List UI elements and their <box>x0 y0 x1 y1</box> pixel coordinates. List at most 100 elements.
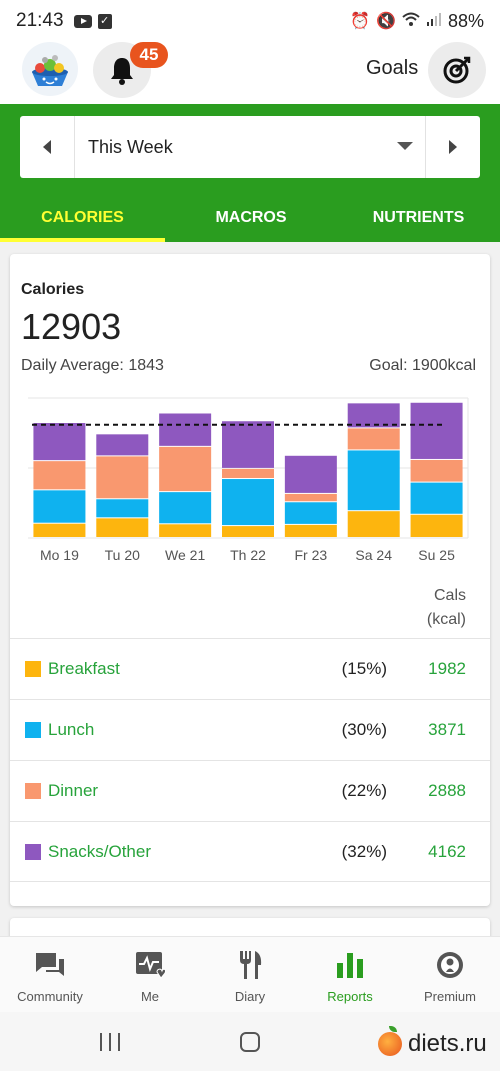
card-title: Calories <box>21 281 85 298</box>
legend-swatch <box>25 843 41 860</box>
period-selector: This Week <box>20 116 480 178</box>
nav-community[interactable]: Community <box>0 937 100 1012</box>
period-dropdown[interactable]: This Week <box>74 116 426 178</box>
target-icon <box>443 56 471 84</box>
bar-segment-snacks-other-0[interactable] <box>33 423 86 461</box>
tab-nutrients[interactable]: NUTRIENTS <box>372 209 465 226</box>
bar-segment-dinner-3[interactable] <box>222 468 274 479</box>
meal-percent: (22%) <box>341 781 387 800</box>
meal-percent: (30%) <box>341 720 387 739</box>
previous-period-button[interactable] <box>20 116 74 178</box>
bar-segment-snacks-other-4[interactable] <box>284 455 337 493</box>
meal-name: Dinner <box>48 781 99 800</box>
bar-segment-lunch-4[interactable] <box>284 502 337 524</box>
bar-segment-lunch-3[interactable] <box>222 479 274 526</box>
bar-segment-breakfast-0[interactable] <box>33 523 86 537</box>
recent-apps-button[interactable] <box>100 1033 120 1051</box>
mute-icon: 🔇 <box>376 13 396 30</box>
app-header: 45 Goals <box>0 42 500 104</box>
nav-diary[interactable]: Diary <box>200 937 300 1012</box>
bar-segment-snacks-other-2[interactable] <box>159 413 212 446</box>
meal-name: Snacks/Other <box>48 841 151 861</box>
watermark: diets.ru <box>378 1026 487 1058</box>
apple-logo-icon <box>378 1026 402 1056</box>
bar-segment-snacks-other-1[interactable] <box>96 434 149 456</box>
bar-segment-dinner-4[interactable] <box>284 493 337 502</box>
x-tick-label: We 21 <box>165 547 205 563</box>
bar-segment-breakfast-1[interactable] <box>96 518 149 537</box>
tab-macros[interactable]: MACROS <box>215 209 287 226</box>
x-tick-label: Mo 19 <box>40 547 79 563</box>
fork-knife-icon <box>240 951 262 979</box>
bar-segment-lunch-6[interactable] <box>410 482 463 514</box>
nav-label: Me <box>140 989 160 1004</box>
notification-count-badge: 45 <box>130 42 168 68</box>
home-button[interactable] <box>240 1032 260 1052</box>
meal-calories: 4162 <box>428 841 466 861</box>
bar-segment-breakfast-3[interactable] <box>222 526 274 537</box>
calorie-goal: Goal: 1900kcal <box>369 357 476 374</box>
nav-me[interactable]: Me <box>100 937 200 1012</box>
app-logo[interactable] <box>22 42 78 96</box>
meal-calories: 2888 <box>428 781 466 800</box>
bar-segment-breakfast-6[interactable] <box>410 514 463 537</box>
meal-row-dinner[interactable]: Dinner (22%) 2888 <box>10 760 490 821</box>
bar-segment-snacks-other-5[interactable] <box>347 403 400 428</box>
bar-segment-snacks-other-3[interactable] <box>222 421 274 468</box>
x-tick-label: Sa 24 <box>355 547 392 563</box>
nav-premium[interactable]: Premium <box>400 937 500 1012</box>
x-tick-label: Th 22 <box>230 547 266 563</box>
legend-swatch <box>25 783 41 799</box>
bar-segment-lunch-1[interactable] <box>96 499 149 518</box>
x-tick-label: Su 25 <box>418 547 455 563</box>
next-period-button[interactable] <box>426 116 480 178</box>
youtube-notification-icon <box>73 14 92 28</box>
nav-label: Community <box>17 989 83 1004</box>
bar-segment-breakfast-5[interactable] <box>347 511 400 537</box>
tab-calories[interactable]: CALORIES <box>0 194 165 242</box>
report-controls: This Week CALORIES MACROS NUTRIENTS <box>0 104 500 242</box>
goals-label[interactable]: Goals <box>366 57 419 79</box>
status-icons: ⏰ 🔇 88% <box>350 11 484 32</box>
meal-row-lunch[interactable]: Lunch (30%) 3871 <box>10 699 490 760</box>
meal-calories: 1982 <box>428 659 466 678</box>
bar-segment-snacks-other-6[interactable] <box>410 402 463 459</box>
bar-segment-dinner-6[interactable] <box>410 459 463 482</box>
nav-label: Diary <box>234 989 266 1004</box>
system-navigation-bar: diets.ru <box>0 1012 500 1071</box>
nav-reports[interactable]: Reports <box>300 937 400 1012</box>
bell-icon <box>111 58 133 85</box>
chevron-left-icon <box>43 140 51 154</box>
period-label: This Week <box>88 136 173 157</box>
check-notification-icon: ✓ <box>97 13 112 29</box>
signal-icon <box>426 12 442 31</box>
goals-button[interactable] <box>428 42 486 98</box>
status-time: 21:43 <box>16 10 64 31</box>
x-tick-label: Fr 23 <box>295 547 328 563</box>
bar-segment-lunch-5[interactable] <box>347 450 400 511</box>
bar-segment-dinner-1[interactable] <box>96 456 149 499</box>
daily-average: Daily Average: 1843 <box>21 357 164 374</box>
wifi-icon <box>402 12 420 31</box>
bar-segment-dinner-0[interactable] <box>33 461 86 490</box>
cals-column-header: Cals (kcal) <box>426 587 466 628</box>
bar-segment-breakfast-2[interactable] <box>159 524 212 537</box>
alarm-icon: ⏰ <box>350 13 371 30</box>
bar-segment-lunch-2[interactable] <box>159 492 212 524</box>
x-tick-label: Tu 20 <box>105 547 140 563</box>
meal-name: Breakfast <box>48 659 120 678</box>
heart-monitor-icon <box>136 952 166 979</box>
bottom-navigation: Community Me Diary Reports <box>0 936 500 1012</box>
bar-segment-lunch-0[interactable] <box>33 490 86 523</box>
calories-bar-chart[interactable]: Mo 19 Tu 20 We 21 Th 22 Fr 23 Sa 24 Su 25 <box>10 392 490 570</box>
battery-level: 88% <box>447 10 484 31</box>
bar-segment-dinner-2[interactable] <box>159 446 212 492</box>
nav-label: Premium <box>423 989 476 1004</box>
legend-swatch <box>25 661 41 677</box>
bar-segment-breakfast-4[interactable] <box>284 524 337 537</box>
bar-segment-dinner-5[interactable] <box>347 428 400 450</box>
dropdown-arrow-icon <box>397 142 413 150</box>
meal-name: Lunch <box>48 720 95 739</box>
meal-row-snacks[interactable]: Snacks/Other (32%) 4162 <box>10 821 490 882</box>
meal-row-breakfast[interactable]: Breakfast (15%) 1982 <box>10 638 490 699</box>
